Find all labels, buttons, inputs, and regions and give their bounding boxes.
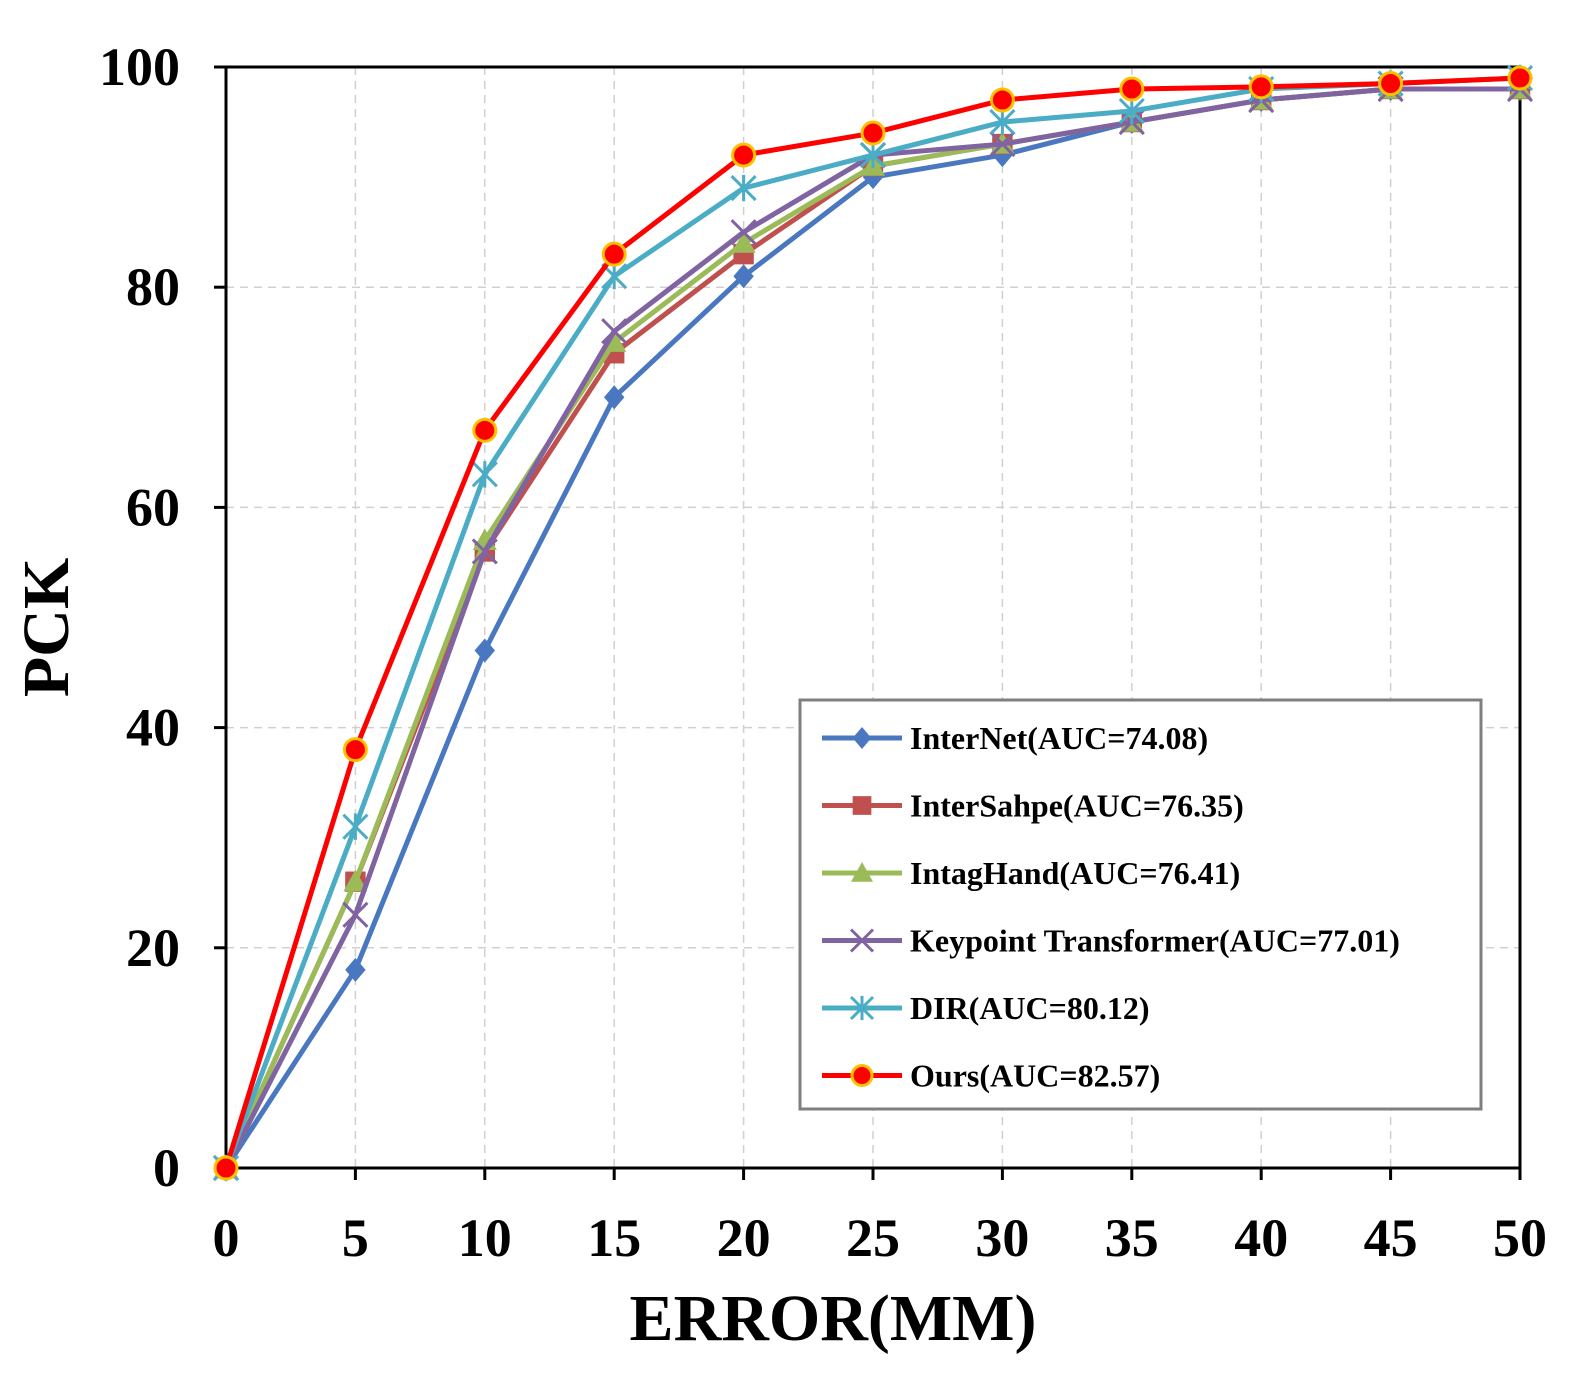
y-tick-label: 80 <box>126 257 180 317</box>
data-point <box>342 901 369 928</box>
legend-swatch-marker <box>849 928 875 953</box>
data-point <box>1507 65 1533 91</box>
legend-label: IntagHand(AUC=76.41) <box>910 855 1240 891</box>
data-point <box>342 813 369 840</box>
x-tick-label: 25 <box>846 1208 900 1268</box>
x-tick-label: 50 <box>1493 1208 1547 1268</box>
legend-label: DIR(AUC=80.12) <box>910 990 1150 1026</box>
legend-label: Ours(AUC=82.57) <box>910 1058 1160 1094</box>
legend-box <box>798 698 1483 1111</box>
x-tick-label: 15 <box>587 1208 641 1268</box>
x-tick-label: 45 <box>1364 1208 1418 1268</box>
legend-item: Ours(AUC=82.57) <box>822 1058 1160 1094</box>
legend-swatch-marker <box>851 862 873 882</box>
data-point <box>731 231 756 253</box>
x-tick-label: 10 <box>458 1208 512 1268</box>
data-point <box>472 417 498 443</box>
legend-swatch-marker <box>852 727 872 749</box>
data-point <box>471 538 498 565</box>
data-point <box>860 120 886 146</box>
data-point <box>604 385 625 410</box>
axis-ticks: 0 5 10 15 20 25 30 35 40 45 50 0 20 40 60 80 100 <box>99 37 1547 1268</box>
data-point <box>1119 76 1145 102</box>
data-point <box>730 219 757 246</box>
legend-item: IntagHand(AUC=76.41) <box>822 855 1240 891</box>
legend-item: DIR(AUC=80.12) <box>822 990 1150 1026</box>
x-tick-label: 40 <box>1234 1208 1288 1268</box>
y-tick-label: 100 <box>99 37 180 97</box>
data-point <box>1118 97 1145 125</box>
data-point <box>1378 71 1404 97</box>
data-point <box>342 737 368 763</box>
data-point <box>601 318 628 345</box>
legend: InterNet(AUC=74.08) InterSahpe(AUC=76.35)… <box>798 698 1483 1111</box>
data-point <box>601 241 627 267</box>
y-tick-label: 60 <box>126 477 180 537</box>
x-tick-label: 0 <box>213 1208 240 1268</box>
data-point <box>343 869 368 892</box>
data-point <box>1248 74 1274 100</box>
x-tick-label: 20 <box>717 1208 771 1268</box>
y-axis-title: PCK <box>10 558 83 697</box>
legend-item: Keypoint Transformer(AUC=77.01) <box>822 923 1400 959</box>
x-axis-title: ERROR(MM) <box>630 1282 1037 1355</box>
data-point <box>731 142 757 168</box>
legend-label: InterSahpe(AUC=76.35) <box>910 788 1244 824</box>
data-point <box>733 264 754 289</box>
y-tick-label: 20 <box>126 918 180 978</box>
data-point <box>989 131 1016 158</box>
x-tick-label: 30 <box>975 1208 1029 1268</box>
x-tick-label: 35 <box>1105 1208 1159 1268</box>
data-point <box>474 638 495 663</box>
y-tick-label: 0 <box>153 1138 180 1198</box>
legend-swatch-marker <box>852 796 872 815</box>
data-point <box>989 87 1015 113</box>
data-point <box>730 174 757 202</box>
y-tick-label: 40 <box>126 698 180 758</box>
data-point <box>213 1155 239 1181</box>
data-point <box>989 108 1016 136</box>
data-point <box>602 330 627 352</box>
data-point <box>345 957 366 982</box>
series-layer <box>212 64 1534 1182</box>
x-tick-label: 5 <box>342 1208 369 1268</box>
data-point <box>471 461 498 488</box>
series-group <box>213 65 1533 1181</box>
legend-label: Keypoint Transformer(AUC=77.01) <box>910 923 1400 959</box>
legend-swatch-marker <box>849 995 875 1021</box>
data-point <box>859 141 887 169</box>
legend-label: InterNet(AUC=74.08) <box>910 720 1208 756</box>
legend-item: InterNet(AUC=74.08) <box>822 720 1208 756</box>
legend-swatch-marker <box>850 1064 874 1087</box>
legend-item: InterSahpe(AUC=76.35) <box>822 788 1244 824</box>
